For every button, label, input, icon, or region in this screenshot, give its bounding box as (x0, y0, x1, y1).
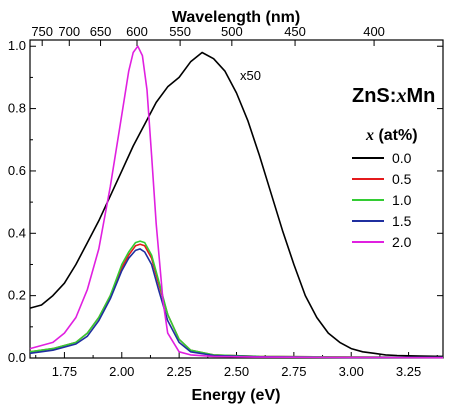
x-tick-label: 2.00 (109, 364, 134, 379)
y-tick-label: 1.0 (8, 38, 26, 53)
series-line-2.0 (29, 45, 444, 359)
x-tick-label: 1.75 (52, 364, 77, 379)
sample-label-var: x (395, 85, 406, 107)
top-tick-label: 450 (284, 24, 306, 39)
x-tick-label: 2.25 (166, 364, 191, 379)
top-tick-label: 650 (90, 24, 112, 39)
x-tick-label: 2.50 (224, 364, 249, 379)
legend-entry: 0.0 (392, 150, 412, 166)
top-tick-label: 550 (169, 24, 191, 39)
y-tick-label: 0.6 (8, 163, 26, 178)
x-tick-label: 3.00 (339, 364, 364, 379)
sample-label-prefix: ZnS: (352, 85, 396, 107)
legend-entry: 0.5 (392, 171, 412, 187)
legend-entry: 1.5 (392, 213, 412, 229)
top-axis-title: Wavelength (nm) (172, 9, 300, 26)
legend-title: x (at%) (365, 127, 418, 144)
series-line-1.0 (29, 240, 444, 359)
legend: 0.0 0.5 1.0 1.5 2.0 (352, 150, 412, 250)
series-layer (29, 45, 444, 359)
sample-label-suffix: Mn (406, 85, 435, 107)
y-tick-label: 0.0 (8, 350, 26, 365)
top-tick-label: 750 (31, 24, 53, 39)
top-tick-label: 700 (58, 24, 80, 39)
legend-title-var: x (365, 127, 374, 144)
y-tick-label: 0.4 (8, 225, 26, 240)
y-tick-label: 0.8 (8, 101, 26, 116)
scale-annotation: x50 (240, 68, 261, 83)
top-tick-label: 600 (126, 24, 148, 39)
series-line-0.5 (29, 243, 444, 359)
x-tick-label: 3.25 (396, 364, 421, 379)
legend-title-rest: (at%) (374, 127, 418, 144)
bottom-axis-title: Energy (eV) (192, 387, 281, 404)
top-tick-label: 400 (363, 24, 385, 39)
series-line-0.0 (29, 51, 444, 358)
legend-entry: 1.0 (392, 192, 412, 208)
legend-entry: 2.0 (392, 234, 412, 250)
series-line-1.5 (29, 248, 443, 359)
x-tick-label: 2.75 (281, 364, 306, 379)
y-tick-label: 0.2 (8, 288, 26, 303)
labels-layer: 1.75 2.00 2.25 2.50 2.75 3.00 3.25 0.0 0.2 0.4 0.6… (8, 24, 421, 379)
sample-label: ZnS:xMn (352, 85, 435, 107)
top-tick-label: 500 (221, 24, 243, 39)
